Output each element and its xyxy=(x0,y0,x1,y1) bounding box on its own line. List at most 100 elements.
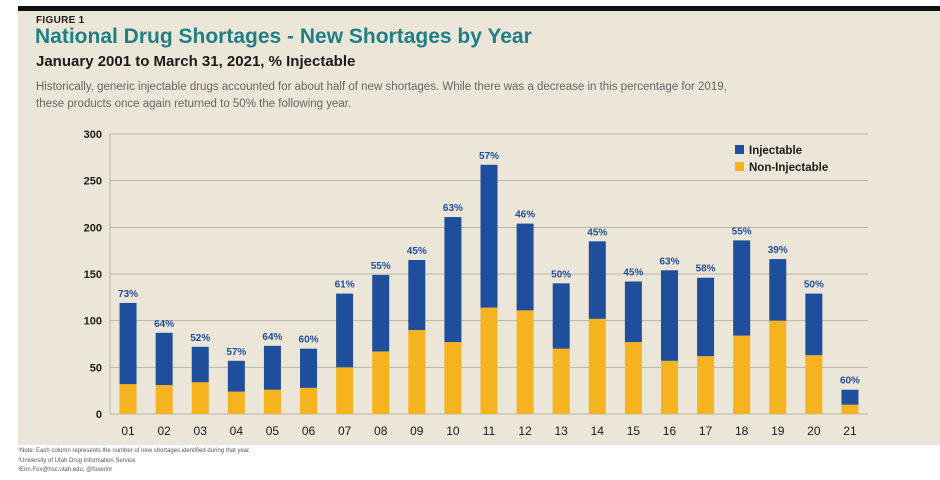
bar-segment-non-injectable xyxy=(660,360,678,414)
x-tick-label: 05 xyxy=(266,424,280,438)
data-label: 64% xyxy=(262,332,282,343)
x-tick-label: 21 xyxy=(843,424,857,438)
x-tick-label: 09 xyxy=(410,424,424,438)
bar-segment-non-injectable xyxy=(697,356,715,414)
bar-segment-non-injectable xyxy=(480,307,498,414)
data-label: 58% xyxy=(696,264,716,275)
x-tick-label: 13 xyxy=(555,424,569,438)
x-tick-label: 11 xyxy=(483,424,496,438)
bar-segment-injectable xyxy=(408,260,426,330)
bar-segment-injectable xyxy=(660,270,678,361)
data-label: 63% xyxy=(443,203,463,214)
bar-segment-non-injectable xyxy=(588,318,606,414)
y-tick-label: 0 xyxy=(96,409,102,421)
x-tick-label: 08 xyxy=(374,424,388,438)
data-label: 55% xyxy=(371,261,391,272)
bar-segment-injectable xyxy=(155,332,173,386)
data-label: 64% xyxy=(154,319,174,330)
bar-segment-non-injectable xyxy=(300,387,318,414)
legend-label-injectable: Injectable xyxy=(749,145,802,157)
bar-segment-non-injectable xyxy=(805,355,823,414)
data-label: 60% xyxy=(299,335,319,346)
data-label: 50% xyxy=(551,269,571,280)
bar-segment-non-injectable xyxy=(155,385,173,414)
data-label: 57% xyxy=(479,151,499,162)
x-tick-label: 04 xyxy=(230,424,244,438)
bar-segment-non-injectable xyxy=(552,348,570,414)
y-tick-label: 200 xyxy=(84,222,102,234)
data-label: 45% xyxy=(587,227,607,238)
bar-segment-injectable xyxy=(624,281,642,343)
bar-segment-non-injectable xyxy=(336,367,354,414)
x-tick-label: 03 xyxy=(194,424,208,438)
bar-segment-injectable xyxy=(805,293,823,356)
data-label: 57% xyxy=(226,347,246,358)
y-tick-label: 150 xyxy=(84,269,102,281)
footnote-2: ²University of Utah Drug Information Ser… xyxy=(18,457,136,464)
bar-segment-non-injectable xyxy=(191,382,209,414)
chart-subtitle: January 2001 to March 31, 2021, % Inject… xyxy=(36,53,356,70)
y-tick-label: 250 xyxy=(84,176,102,188)
data-label: 45% xyxy=(407,246,427,257)
bar-segment-non-injectable xyxy=(769,320,787,414)
bar-segment-injectable xyxy=(191,346,209,383)
top-rule xyxy=(18,6,940,11)
bar-segment-non-injectable xyxy=(841,404,859,414)
x-tick-label: 17 xyxy=(699,424,713,438)
x-tick-label: 20 xyxy=(807,424,821,438)
bar-segment-non-injectable xyxy=(733,335,751,414)
data-label: 46% xyxy=(515,210,535,221)
x-tick-label: 02 xyxy=(157,424,171,438)
bar-segment-injectable xyxy=(480,164,498,308)
legend-swatch-injectable xyxy=(735,145,744,154)
footnote-3: ³Erin.Fox@hsc.utah.edu, @foxerinr xyxy=(18,467,113,473)
bar-segment-injectable xyxy=(300,348,318,388)
x-tick-label: 06 xyxy=(302,424,316,438)
bar-segment-injectable xyxy=(697,277,715,357)
bar-segment-injectable xyxy=(227,360,245,392)
chart-title: National Drug Shortages - New Shortages … xyxy=(35,25,532,48)
y-tick-label: 50 xyxy=(90,362,102,374)
x-tick-label: 10 xyxy=(446,424,460,438)
bar-segment-injectable xyxy=(516,223,534,311)
bar-segment-non-injectable xyxy=(119,384,137,414)
y-tick-label: 100 xyxy=(84,316,102,328)
x-tick-label: 01 xyxy=(121,424,135,438)
bar-segment-injectable xyxy=(588,241,606,319)
y-tick-label: 300 xyxy=(84,129,102,141)
x-tick-label: 15 xyxy=(627,424,641,438)
bar-segment-injectable xyxy=(263,345,281,390)
data-label: 52% xyxy=(190,333,210,344)
x-tick-label: 07 xyxy=(338,424,352,438)
bar-segment-non-injectable xyxy=(444,342,462,414)
bar-segment-non-injectable xyxy=(516,310,534,414)
bar-segment-injectable xyxy=(119,302,137,385)
bar-segment-non-injectable xyxy=(372,351,390,414)
bar-segment-injectable xyxy=(336,293,354,368)
bar-segment-injectable xyxy=(444,217,462,343)
bar-segment-injectable xyxy=(733,240,751,336)
data-label: 55% xyxy=(732,226,752,237)
bar-segment-injectable xyxy=(769,259,787,321)
data-label: 45% xyxy=(623,267,643,278)
bar-segment-injectable xyxy=(372,274,390,352)
bar-segment-non-injectable xyxy=(624,342,642,414)
chart-description: Historically, generic injectable drugs a… xyxy=(36,81,727,110)
x-tick-label: 18 xyxy=(735,424,749,438)
legend-label-non-injectable: Non-Injectable xyxy=(749,162,828,174)
bar-segment-non-injectable xyxy=(408,330,426,414)
bar-segment-non-injectable xyxy=(227,391,245,414)
x-tick-label: 12 xyxy=(518,424,532,438)
data-label: 73% xyxy=(118,289,138,300)
x-tick-label: 19 xyxy=(771,424,785,438)
legend-swatch-non-injectable xyxy=(735,162,744,171)
x-tick-label: 16 xyxy=(663,424,677,438)
data-label: 61% xyxy=(335,280,355,291)
data-label: 60% xyxy=(840,376,860,387)
bar-segment-non-injectable xyxy=(263,389,281,414)
data-label: 63% xyxy=(659,256,679,267)
footnote-1: ¹Note: Each column represents the number… xyxy=(18,448,251,454)
x-tick-label: 14 xyxy=(591,424,605,438)
footnotes: ¹Note: Each column represents the number… xyxy=(18,447,250,476)
